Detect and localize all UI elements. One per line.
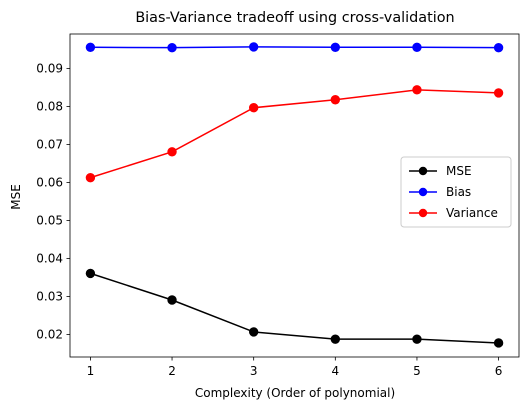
data-point-variance [85,172,96,183]
x-tick-label: 4 [331,364,339,378]
data-point-bias [167,42,177,53]
y-tick-label: 0.02 [36,328,63,342]
y-axis-label: MSE [9,184,23,210]
data-point-variance [493,88,504,98]
plot-area: 0.02 0.03 0.04 0.05 0.06 0.07 0.08 0.09 1 2 3 4 5 6 [36,33,520,378]
legend-label-bias: Bias [446,185,471,199]
x-tick-label: 5 [413,364,421,378]
series-line-bias [90,46,499,49]
data-point-mse [412,334,422,344]
data-point-bias [330,42,341,52]
data-point-bias [412,42,422,52]
data-point-bias [493,42,504,53]
legend-box [400,156,512,228]
legend-marker-mse [418,166,428,176]
legend-label-variance: Variance [446,206,498,220]
data-point-mse [85,268,96,279]
data-point-mse [167,295,177,305]
legend-label-mse: MSE [446,164,472,178]
x-axis-label: Complexity (Order of polynomial) [195,386,395,400]
legend-marker-variance [418,208,428,218]
y-tick-label: 0.05 [36,214,63,228]
legend-marker-bias [418,187,428,197]
data-point-mse [330,334,341,344]
data-point-variance [412,85,422,95]
series-line-mse [90,272,499,344]
data-point-variance [248,103,259,113]
x-tick-label: 1 [87,364,95,378]
chart-title: Bias-Variance tradeoff using cross-valid… [135,10,454,26]
y-tick-label: 0.08 [36,100,63,114]
data-point-mse [248,327,259,337]
legend: MSE Bias Variance [400,156,512,228]
data-point-mse [493,338,504,348]
data-point-bias [85,42,96,52]
x-tick-label: 3 [250,364,258,378]
data-point-bias [248,42,259,52]
y-tick-label: 0.07 [36,138,63,152]
y-tick-label: 0.09 [36,62,63,76]
y-tick-label: 0.03 [36,290,63,304]
axes-frame [69,33,520,358]
y-tick-label: 0.04 [36,252,63,266]
x-tick-label: 2 [168,364,176,378]
data-point-variance [167,147,177,157]
y-tick-label: 0.06 [36,176,63,190]
x-tick-label: 6 [495,364,503,378]
data-point-variance [330,95,341,105]
series-line-variance [90,89,499,179]
